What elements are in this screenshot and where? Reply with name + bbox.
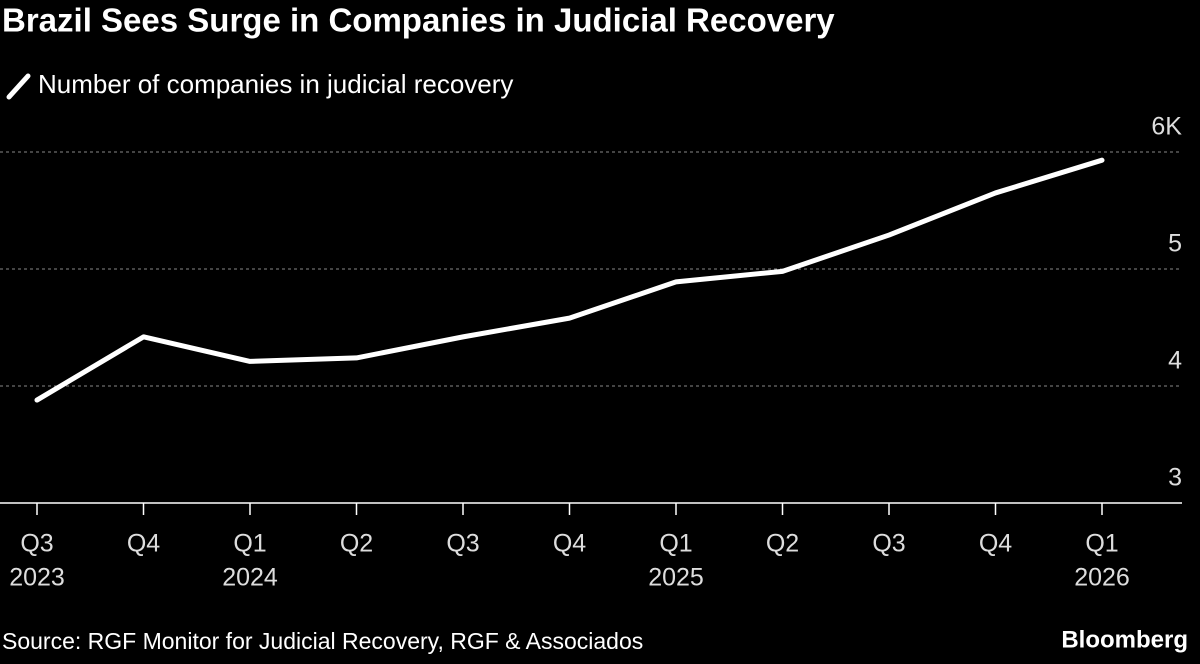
y-tick-label: 5 — [1168, 230, 1182, 258]
x-tick-label: Q1 — [1085, 530, 1118, 558]
x-tick-label: Q1 — [659, 530, 692, 558]
x-tick-label: Q3 — [446, 530, 479, 558]
y-tick-label: 6K — [1151, 113, 1182, 141]
x-tick-year: 2025 — [648, 564, 704, 592]
x-tick-year: 2026 — [1074, 564, 1130, 592]
source: Source: RGF Monitor for Judicial Recover… — [2, 628, 643, 654]
x-tick-label: Q4 — [127, 530, 160, 558]
x-tick-label: Q2 — [340, 530, 373, 558]
legend-label: Number of companies in judicial recovery — [38, 69, 513, 99]
chart-title: Brazil Sees Surge in Companies in Judici… — [2, 2, 835, 39]
x-tick-label: Q2 — [766, 530, 799, 558]
x-tick-label: Q4 — [553, 530, 586, 558]
x-tick-label: Q4 — [979, 530, 1012, 558]
x-tick-label: Q3 — [20, 530, 53, 558]
data-line — [34, 157, 1105, 403]
y-tick-label: 3 — [1168, 464, 1182, 492]
x-tick-label: Q1 — [233, 530, 266, 558]
legend-swatch — [6, 73, 31, 100]
brand: Bloomberg — [1061, 626, 1188, 653]
x-tick-label: Q3 — [872, 530, 905, 558]
y-tick-label: 4 — [1168, 347, 1182, 375]
x-tick-year: 2024 — [222, 564, 278, 592]
x-tick-year: 2023 — [9, 564, 65, 592]
